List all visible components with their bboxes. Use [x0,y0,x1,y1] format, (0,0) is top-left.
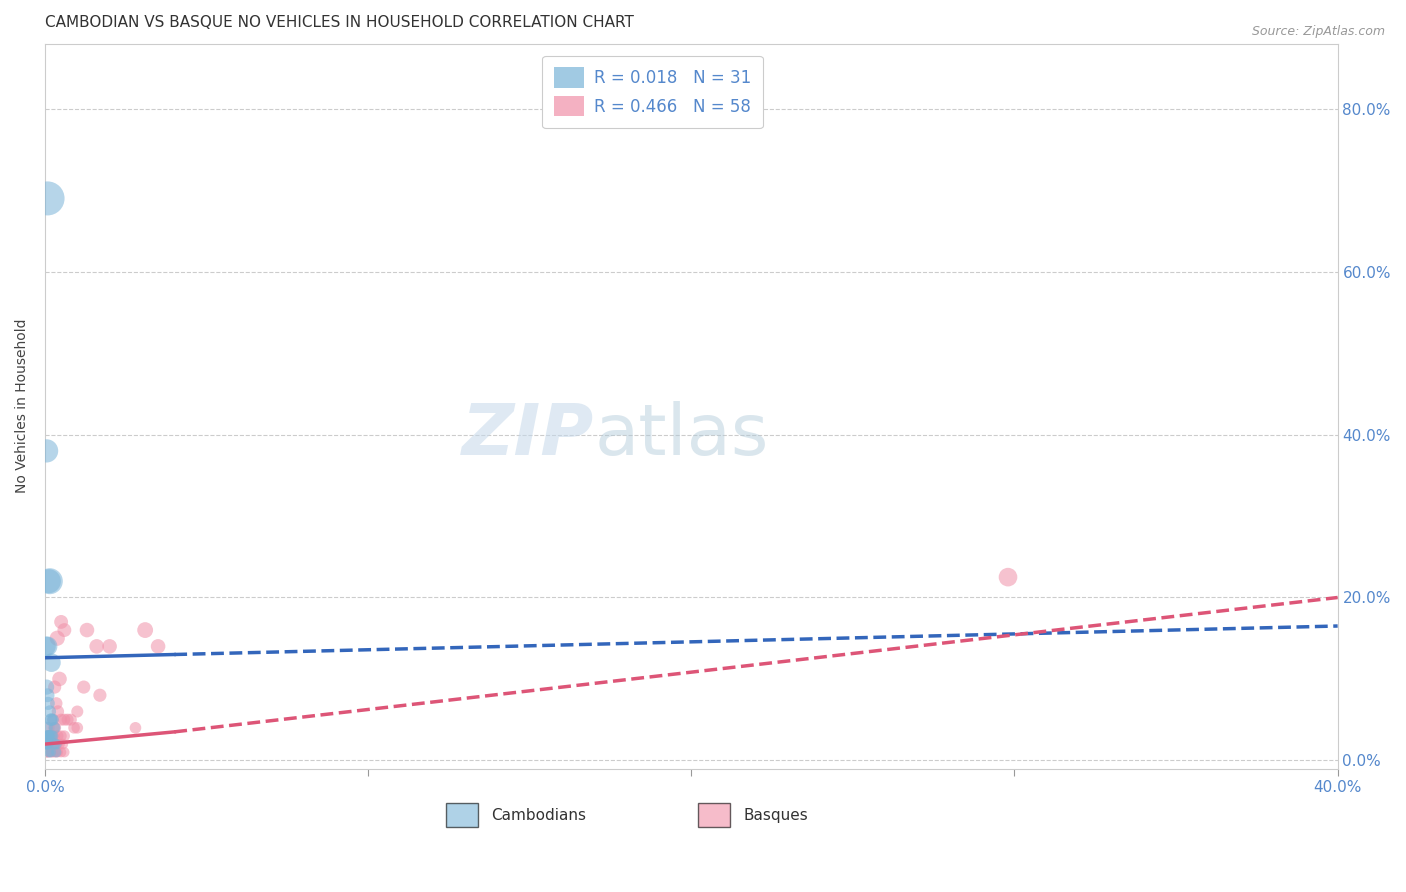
Point [37,737,59,751]
Point [53,713,76,727]
Point [38,721,60,735]
Point [42,729,65,743]
Point [37,729,59,743]
Point [41,729,63,743]
Point [35,737,58,751]
Text: Basques: Basques [742,808,808,823]
Point [37,737,59,751]
Text: Cambodians: Cambodians [491,808,586,823]
Point [38,574,60,589]
Point [46,737,69,751]
Point [37,745,59,759]
Point [35,745,58,759]
Point [35,680,58,694]
Point [37,191,59,205]
Point [42,737,65,751]
Point [59,713,82,727]
Point [39,737,62,751]
Point [41,729,63,743]
Point [44,737,66,751]
Point [89,688,111,702]
Y-axis label: No Vehicles in Household: No Vehicles in Household [15,318,30,493]
Point [44,737,66,751]
Point [44,680,66,694]
Point [37,745,59,759]
Point [46,705,69,719]
Point [42,729,65,743]
Point [48,672,70,686]
Point [146,640,169,654]
Text: ZIP: ZIP [463,401,595,469]
Point [134,623,156,637]
Point [52,737,75,751]
Point [38,737,60,751]
Point [38,574,60,589]
Point [38,745,60,759]
Point [35,729,58,743]
Point [42,745,65,759]
Point [42,721,65,735]
Point [45,745,67,759]
Text: Source: ZipAtlas.com: Source: ZipAtlas.com [1251,25,1385,38]
Point [37,737,59,751]
Point [63,721,86,735]
Point [46,631,69,645]
Text: CAMBODIAN VS BASQUE NO VEHICLES IN HOUSEHOLD CORRELATION CHART: CAMBODIAN VS BASQUE NO VEHICLES IN HOUSE… [45,15,634,30]
Point [42,713,65,727]
Point [35,745,58,759]
Point [37,737,59,751]
Point [49,729,72,743]
Point [86,640,108,654]
Point [37,729,59,743]
Point [49,615,72,629]
Point [37,697,59,711]
Point [49,713,72,727]
Point [37,640,59,654]
Text: atlas: atlas [595,401,769,469]
Point [35,640,58,654]
Point [41,737,63,751]
Point [66,721,89,735]
Point [124,721,146,735]
Point [39,713,62,727]
Point [44,721,66,735]
Point [76,623,98,637]
Point [35,737,58,751]
Point [53,623,76,637]
Point [41,745,63,759]
Point [45,697,67,711]
Point [53,729,76,743]
Point [53,745,76,759]
Point [66,705,89,719]
Point [42,713,65,727]
Point [98,640,121,654]
Point [56,713,79,727]
Point [38,729,60,743]
Point [35,721,58,735]
Point [38,745,60,759]
Legend: R = 0.018   N = 31, R = 0.466   N = 58: R = 0.018 N = 31, R = 0.466 N = 58 [543,55,763,128]
Point [46,745,69,759]
Point [48,737,70,751]
Point [45,745,67,759]
FancyBboxPatch shape [446,804,478,827]
Point [38,705,60,719]
Point [35,443,58,458]
Point [41,656,63,670]
Point [38,729,60,743]
Point [45,737,67,751]
Point [38,729,60,743]
Point [997,570,1019,584]
Point [41,713,63,727]
FancyBboxPatch shape [697,804,730,827]
Point [44,721,66,735]
Point [73,680,96,694]
Point [44,729,66,743]
Point [35,737,58,751]
Point [44,745,66,759]
Point [39,745,62,759]
Point [46,729,69,743]
Point [37,688,59,702]
Point [49,745,72,759]
